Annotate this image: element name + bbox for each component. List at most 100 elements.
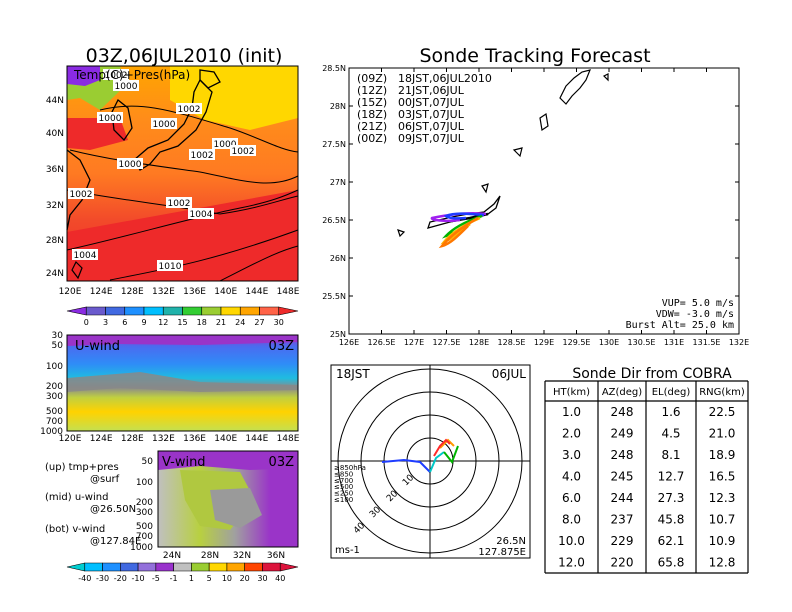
map-lat-label: 28N — [46, 236, 64, 246]
svg-text:1000: 1000 — [153, 120, 176, 130]
colorbar-swatch — [278, 306, 299, 316]
track-lon-label: 132E — [729, 338, 749, 347]
track-lon-label: 127.5E — [433, 338, 461, 347]
map-lon-label: 144E — [245, 287, 268, 297]
table-cell: 3.0 — [562, 448, 581, 462]
uwind-x-label: 140E — [214, 434, 237, 444]
track-title: Sonde Tracking Forecast — [419, 45, 650, 67]
trajectory-15z — [443, 212, 485, 220]
uwind-x-labels: 120E 124E 128E 132E 136E 140E 144E 148E — [59, 434, 300, 444]
uwind-y-label: 30 — [52, 331, 64, 341]
table-cell: 10.7 — [709, 513, 736, 527]
colorbar-swatch — [162, 306, 183, 316]
isobar-label: 1002 — [176, 103, 202, 115]
vwind-time: 03Z — [269, 455, 295, 470]
table-cell: 18.9 — [709, 448, 736, 462]
uwind-title: U-wind — [75, 339, 120, 354]
note-line: (mid) u-wind — [45, 492, 108, 503]
colorbar-tick-label: -5 — [152, 574, 160, 583]
colorbar-swatch — [191, 562, 210, 572]
colorbar-swatch — [137, 562, 157, 572]
table-cell: 62.1 — [658, 534, 685, 548]
isobar-label: 1010 — [157, 260, 183, 272]
table-cell: 244 — [611, 491, 634, 505]
yoron-island — [481, 183, 489, 194]
red-region-south — [67, 190, 298, 281]
isobar-label: 1004 — [188, 208, 214, 220]
uwind-x-label: 136E — [183, 434, 206, 444]
vwind-y-label: 300 — [136, 508, 153, 518]
uwind-y-label: 100 — [46, 362, 63, 372]
track-legend-code: (18Z) — [357, 108, 387, 121]
cold-region-north — [67, 66, 100, 86]
trajectory-00z — [438, 216, 479, 249]
amami-island — [559, 69, 591, 105]
svg-text:1002: 1002 — [105, 71, 128, 81]
vwind-x-labels: 24N 28N 32N 36N — [163, 551, 285, 561]
isobar-label: 1002 — [166, 197, 192, 209]
colorbar-tick-label: 30 — [257, 574, 267, 583]
colorbar-tick-label: 9 — [141, 318, 146, 327]
svg-text:1000: 1000 — [99, 114, 122, 124]
colorbar-tick-label: 6 — [122, 318, 127, 327]
track-lon-label: 131.5E — [693, 338, 721, 347]
track-legend-time: 06JST,07JUL — [398, 120, 465, 133]
wind-colorbar: -40 -30 -20 -10 -5 -1 1 5 10 20 30 40 — [66, 562, 299, 583]
track-lat-label: 25N — [330, 330, 346, 339]
table-cell: 12.8 — [709, 556, 736, 570]
colorbar-tick-label: 20 — [240, 574, 250, 583]
track-lat-labels: 28.5N 28N 27.5N 27N 26.5N 26N 25.5N 25N — [322, 64, 346, 339]
colorbar-swatch — [105, 306, 126, 316]
map-lat-label: 32N — [46, 201, 64, 211]
track-tick-marks — [348, 67, 740, 335]
colorbar-swatch — [173, 562, 192, 572]
table-cell: 21.0 — [709, 427, 736, 441]
table-cell: 12.0 — [558, 556, 585, 570]
table-cell: 10.0 — [558, 534, 585, 548]
hodograph-trace-500 — [443, 445, 459, 464]
colorbar-tick-label: 3 — [103, 318, 108, 327]
vwind-y-label: 200 — [136, 498, 153, 508]
uwind-y-label: 300 — [46, 392, 63, 402]
coastline-taiwan — [71, 260, 83, 280]
track-legend-time: 09JST,07JUL — [398, 132, 465, 145]
track-legend-time: 21JST,06JUL — [398, 84, 465, 97]
track-legend: (09Z) 18JST,06JUL2010 (12Z) 21JST,06JUL (15Z… — [357, 72, 492, 145]
hodograph-legend-item: ≤850 — [334, 470, 353, 478]
map-lat-labels: 44N 40N 36N 32N 28N 24N — [46, 96, 64, 279]
vwind-x-label: 28N — [201, 551, 219, 561]
track-legend-code: (21Z) — [357, 120, 387, 133]
map-lon-label: 124E — [90, 287, 113, 297]
uwind-plot: U-wind 03Z — [66, 334, 299, 432]
hodograph-trace-low — [439, 438, 455, 449]
map-lon-labels: 120E 124E 128E 132E 136E 140E 144E 148E — [59, 287, 300, 297]
kume-island — [397, 229, 406, 238]
svg-text:1000: 1000 — [119, 160, 142, 170]
hodograph-trace-mid — [429, 451, 445, 473]
table-cell: 45.8 — [658, 513, 685, 527]
colorbar-tick-label: -30 — [96, 574, 109, 583]
track-lat-label: 26.5N — [322, 216, 346, 225]
table-cell: 22.5 — [709, 405, 736, 419]
okinoerabu-island — [512, 147, 523, 158]
track-lon-label: 130E — [599, 338, 619, 347]
table-header-cell: HT(km) — [553, 387, 590, 398]
colorbar-tick-label: 21 — [216, 318, 226, 327]
note-line: (up) tmp+pres — [45, 462, 119, 473]
uwind-y-label: 700 — [46, 417, 63, 427]
isobar-label: 1000 — [97, 112, 123, 124]
track-lat-label: 27N — [330, 178, 346, 187]
track-legend-code: (12Z) — [357, 84, 387, 97]
vwind-y-label: 500 — [136, 522, 153, 532]
uwind-y-label: 200 — [46, 382, 63, 392]
colorbar-swatch — [66, 306, 87, 316]
svg-text:1002: 1002 — [168, 199, 191, 209]
note-line: @surf — [90, 474, 120, 485]
colorbar-swatch — [226, 562, 245, 572]
track-lon-label: 128E — [469, 338, 489, 347]
vwind-purple-top — [158, 451, 298, 470]
map-lon-label: 136E — [183, 287, 206, 297]
colorbar-swatch — [120, 562, 139, 572]
